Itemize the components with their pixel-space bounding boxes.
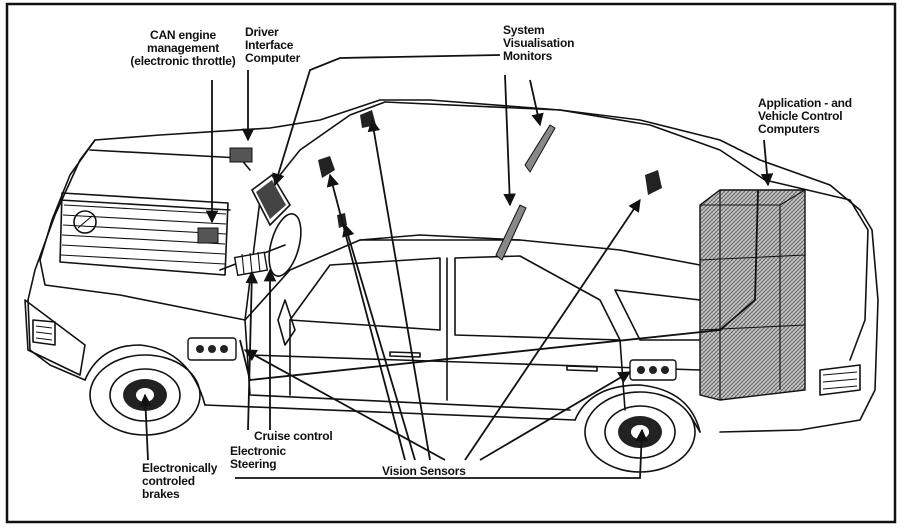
label-driver-interface: Driver Interface Computer (245, 25, 301, 65)
label-electronic-brakes: Electronically controled brakes (142, 461, 218, 501)
rear-wheel (574, 384, 701, 473)
driver-interface-screen (250, 173, 292, 227)
engine-management-modules (197, 147, 253, 244)
diagram-frame (5, 2, 897, 524)
label-cruise-control: Cruise control (254, 429, 333, 443)
cruise-control-unit (233, 251, 269, 277)
vehicle-control-computers-rack (699, 189, 806, 401)
label-system-visualisation: System Visualisation Monitors (503, 23, 575, 63)
front-wheel (84, 344, 206, 436)
visualisation-monitors (495, 124, 556, 261)
label-vision-sensors: Vision Sensors (382, 464, 466, 478)
label-can-engine: CAN engine management (electronic thrott… (130, 28, 236, 68)
label-application-vehicle: Application - and Vehicle Control Comput… (758, 96, 852, 136)
vision-sensors (187, 110, 677, 381)
car-body (24, 99, 879, 433)
leader-lines (139, 54, 774, 479)
label-electronic-steering: Electronic Steering (230, 444, 287, 471)
